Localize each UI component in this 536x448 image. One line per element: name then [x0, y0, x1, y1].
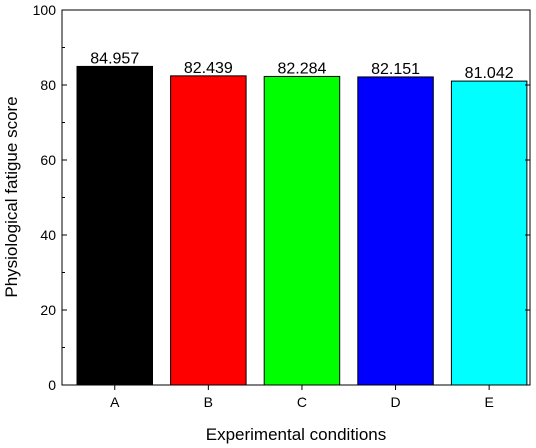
y-tick-label: 60	[40, 152, 56, 168]
data-label-a: 84.957	[90, 50, 139, 67]
bar-c	[263, 75, 341, 386]
data-label-e: 81.042	[465, 65, 514, 82]
y-tick-label: 40	[40, 227, 56, 243]
data-label-b: 82.439	[184, 60, 233, 77]
data-label-d: 82.151	[371, 61, 420, 78]
y-tick-label: 100	[33, 2, 57, 18]
bar-b	[170, 75, 247, 386]
x-tick-label-c: C	[297, 394, 307, 410]
bars-group: 84.957 82.439 82.284 82.151 81.042	[76, 50, 528, 386]
y-axis-title: Physiological fatigue score	[2, 96, 21, 297]
x-axis-title: Experimental conditions	[206, 425, 386, 444]
x-tick-label-d: D	[390, 394, 400, 410]
x-tick-label-b: B	[204, 394, 213, 410]
bar-e	[450, 80, 528, 386]
data-label-c: 82.284	[277, 60, 326, 77]
bar-d	[357, 76, 434, 386]
x-axis: A B C D E	[110, 385, 494, 410]
y-tick-label: 0	[48, 377, 56, 393]
bar-a	[76, 65, 153, 386]
y-axis: 0 20 40 60 80 100	[33, 2, 530, 393]
y-tick-label: 20	[40, 302, 56, 318]
x-tick-label-e: E	[484, 394, 493, 410]
y-tick-label: 80	[40, 77, 56, 93]
x-tick-label-a: A	[110, 394, 120, 410]
